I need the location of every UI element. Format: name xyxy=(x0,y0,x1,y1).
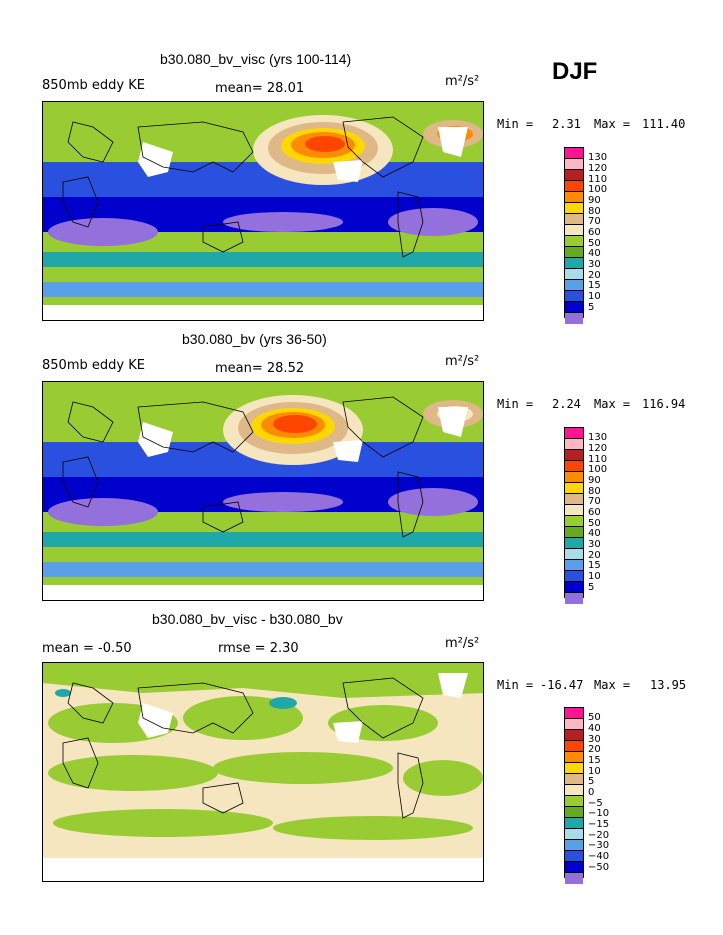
colorbar-level: 20 xyxy=(588,744,601,755)
panel-1-map xyxy=(42,101,484,321)
colorbar-level: 50 xyxy=(588,712,601,723)
panel-2-mean-label: mean= 28.52 xyxy=(215,361,305,376)
colorbar-level: 5 xyxy=(588,776,595,787)
colorbar-level: 120 xyxy=(588,163,608,174)
colorbar-level: −50 xyxy=(588,862,610,873)
colorbar-level: 100 xyxy=(588,184,608,195)
colorbar-level: −5 xyxy=(588,798,603,809)
panel-3-min-value: -16.47 xyxy=(540,678,584,692)
panel-1-mean-label: mean= 28.01 xyxy=(215,81,305,96)
colorbar-level: 130 xyxy=(588,152,608,163)
panel-2-min-label: Min = xyxy=(497,397,534,411)
colorbar-level: 80 xyxy=(588,486,601,497)
colorbar-level: 20 xyxy=(588,550,601,561)
colorbar-level: 110 xyxy=(588,174,608,185)
colorbar-level: 10 xyxy=(588,571,601,582)
colorbar-level: 40 xyxy=(588,723,601,734)
colorbar-level: 20 xyxy=(588,270,601,281)
panel-1-max-value: 111.40 xyxy=(642,117,686,131)
panel-2-map xyxy=(42,381,484,601)
colorbar-level: 15 xyxy=(588,280,601,291)
panel-1-min-value: 2.31 xyxy=(552,117,581,131)
colorbar-level: 60 xyxy=(588,227,601,238)
colorbar-level: 50 xyxy=(588,518,601,529)
panel-1-colorbar xyxy=(564,147,584,324)
colorbar-level: 15 xyxy=(588,560,601,571)
colorbar-level: −30 xyxy=(588,840,610,851)
panel-1-units: m²/s² xyxy=(445,74,480,89)
panel-3-units: m²/s² xyxy=(445,636,480,651)
panel-1-max-label: Max = xyxy=(594,117,631,131)
panel-3-map xyxy=(42,662,484,882)
season-label: DJF xyxy=(552,58,598,85)
colorbar-level: 100 xyxy=(588,464,608,475)
panel-3-min-label: Min = xyxy=(497,678,534,692)
colorbar-level: 10 xyxy=(588,766,601,777)
colorbar-level: 130 xyxy=(588,432,608,443)
colorbar-level: 70 xyxy=(588,496,601,507)
colorbar-level: 70 xyxy=(588,216,601,227)
panel-3-max-label: Max = xyxy=(594,678,631,692)
panel-1-left-label: 850mb eddy KE xyxy=(42,78,145,93)
panel-2-title: b30.080_bv (yrs 36-50) xyxy=(182,331,327,347)
colorbar-level: 120 xyxy=(588,443,608,454)
colorbar-level: −10 xyxy=(588,808,610,819)
colorbar-level: −15 xyxy=(588,819,610,830)
colorbar-level: −20 xyxy=(588,830,610,841)
panel-3-mean-label: mean = -0.50 xyxy=(42,641,132,656)
colorbar-level: 50 xyxy=(588,238,601,249)
colorbar-level: 40 xyxy=(588,248,601,259)
colorbar-level: 80 xyxy=(588,206,601,217)
colorbar-level: 0 xyxy=(588,787,595,798)
colorbar-level: 40 xyxy=(588,528,601,539)
colorbar-level: −40 xyxy=(588,851,610,862)
panel-2-max-value: 116.94 xyxy=(642,397,686,411)
panel-2-max-label: Max = xyxy=(594,397,631,411)
colorbar-level: 30 xyxy=(588,539,601,550)
colorbar-level: 5 xyxy=(588,302,595,313)
panel-3-title: b30.080_bv_visc - b30.080_bv xyxy=(152,611,343,627)
panel-1-title: b30.080_bv_visc (yrs 100-114) xyxy=(160,51,352,67)
panel-2-units: m²/s² xyxy=(445,354,480,369)
colorbar-level: 90 xyxy=(588,475,601,486)
panel-3-rmse-label: rmse = 2.30 xyxy=(218,641,299,656)
colorbar-level: 30 xyxy=(588,734,601,745)
panel-3-max-value: 13.95 xyxy=(650,678,687,692)
colorbar-level: 60 xyxy=(588,507,601,518)
panel-2-colorbar xyxy=(564,427,584,604)
colorbar-level: 30 xyxy=(588,259,601,270)
panel-2-min-value: 2.24 xyxy=(552,397,581,411)
panel-1-min-label: Min = xyxy=(497,117,534,131)
colorbar-level: 110 xyxy=(588,454,608,465)
panel-3-colorbar xyxy=(564,707,584,884)
colorbar-level: 10 xyxy=(588,291,601,302)
colorbar-level: 5 xyxy=(588,582,595,593)
colorbar-level: 15 xyxy=(588,755,601,766)
colorbar-level: 90 xyxy=(588,195,601,206)
panel-2-left-label: 850mb eddy KE xyxy=(42,358,145,373)
